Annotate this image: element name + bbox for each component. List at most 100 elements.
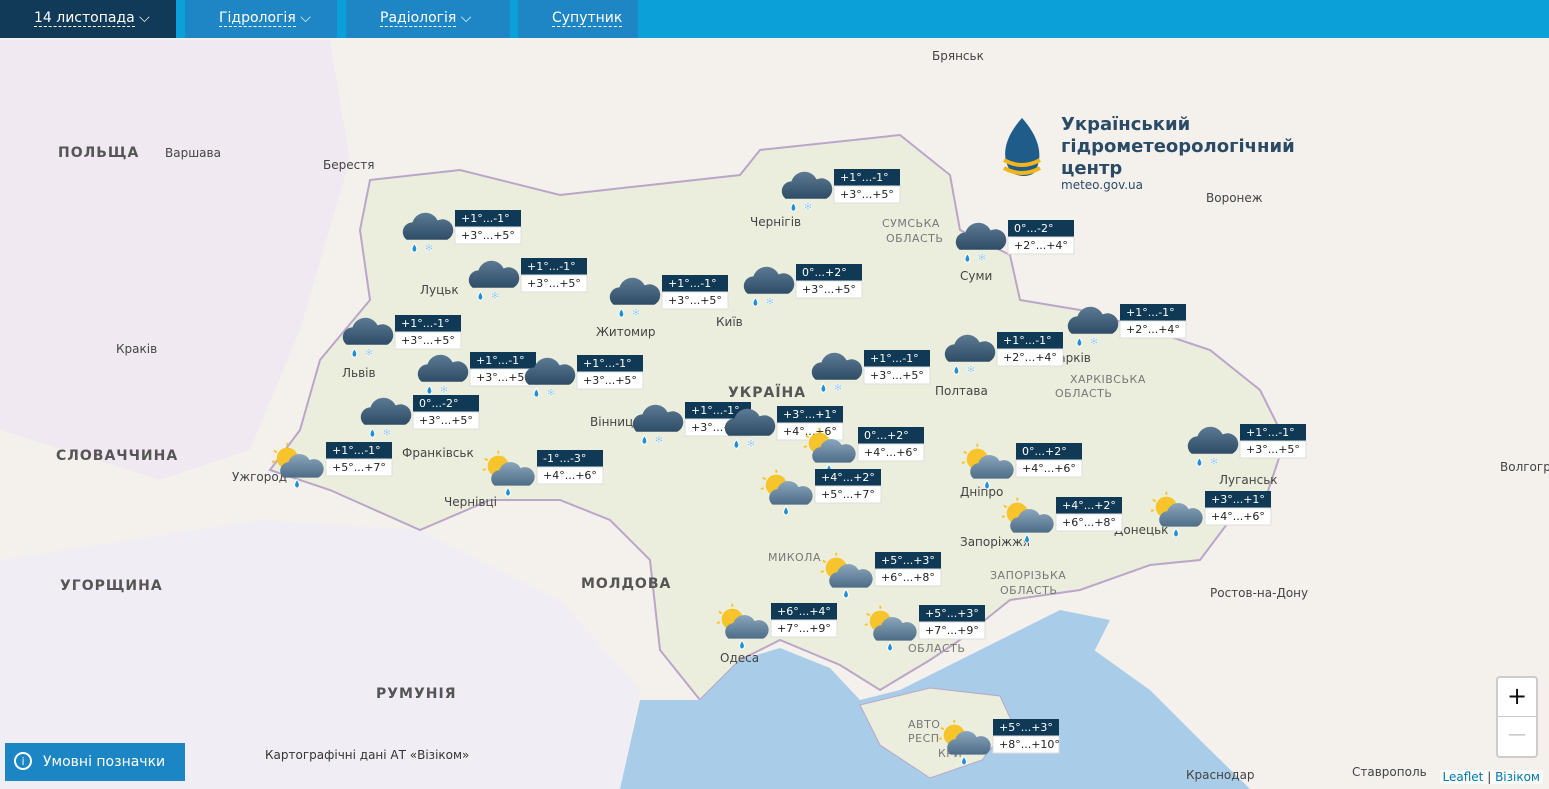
day-box (833, 185, 901, 204)
day-temp: +4°...+6° (783, 425, 837, 438)
day-temp: +3°...+5° (476, 371, 530, 384)
weather-marker: +1°...-1° +3°...+5° (609, 275, 729, 320)
night-box (834, 169, 900, 186)
day-box (325, 458, 393, 477)
night-temp: +1°...-1° (870, 352, 919, 365)
day-temp: +4°...+6° (543, 469, 597, 482)
place-label: Житомир (596, 325, 656, 339)
hydrology-menu[interactable]: Гідрологія ⌵ (185, 0, 337, 38)
night-temp: +1°...-1° (840, 171, 889, 184)
night-box (685, 402, 751, 419)
weather-marker: +4°...+2° +6°...+8° (1000, 496, 1123, 545)
day-temp: +3°...+5° (461, 229, 515, 242)
azov-sea (1000, 610, 1110, 668)
weather-marker: -1°...-3° +4°...+6° (481, 449, 604, 498)
weather-marker: 0°...+2° +4°...+6° (802, 426, 925, 475)
night-box (864, 350, 930, 367)
nav-label: Радіологія (380, 10, 457, 27)
weather-marker: +1°...-1° +3°...+5° (402, 210, 522, 255)
day-box (1015, 459, 1083, 478)
day-box (536, 466, 604, 485)
day-temp: +3°...+5° (419, 414, 473, 427)
night-temp: +1°...-1° (476, 354, 525, 367)
day-box (661, 291, 729, 310)
place-label: Берестя (323, 158, 374, 172)
map-credits: Картографічні дані АТ «Візіком» (265, 748, 470, 762)
place-label: ПОЛЬЩА (58, 145, 139, 161)
day-box (795, 280, 863, 299)
place-label: Одеса (720, 651, 759, 665)
night-box (1120, 304, 1186, 321)
night-box (997, 332, 1063, 349)
place-label: СУМСЬКА (882, 217, 940, 230)
place-label: Ужгород (232, 470, 287, 484)
place-label: Львів (342, 366, 376, 380)
zoom-in[interactable]: + (1506, 682, 1528, 710)
place-label: Луганськ (1219, 473, 1278, 487)
day-box (863, 366, 931, 385)
night-temp: 0°...+2° (1022, 445, 1067, 458)
night-temp: 0°...+2° (802, 266, 847, 279)
day-box (394, 331, 462, 350)
night-temp: +4°...+2° (821, 471, 875, 484)
night-box (1008, 220, 1074, 237)
leaflet-link[interactable]: Leaflet (1442, 770, 1484, 784)
logo-text: гідрометеорологічний (1061, 136, 1295, 157)
day-temp: +3°...+5° (840, 188, 894, 201)
night-box (326, 442, 392, 459)
logo-text: Український (1061, 114, 1190, 135)
night-temp: +1°...-1° (401, 317, 450, 330)
day-temp: +2°...+4° (1014, 239, 1068, 252)
zoom-control: + — (1496, 676, 1538, 758)
weather-marker: +1°...-1° +5°...+7° (270, 441, 393, 490)
night-temp: +1°...-1° (527, 260, 576, 273)
place-label: Дніпро (960, 485, 1003, 499)
logo-url: meteo.gov.ua (1061, 178, 1143, 192)
date-menu[interactable]: 14 листопада ⌵ (0, 0, 176, 38)
night-temp: +5°...+3° (925, 607, 979, 620)
place-label: ОБЛАСТЬ (1000, 584, 1057, 597)
day-temp: +7°...+9° (925, 624, 979, 637)
nav-label: Супутник (552, 10, 623, 27)
place-label: Франківськ (402, 446, 474, 460)
legend-button[interactable]: i Умовні позначки (5, 743, 185, 781)
vizicom-link[interactable]: Візіком (1495, 770, 1540, 784)
day-temp: +3°...+5° (583, 374, 637, 387)
night-box (777, 406, 843, 423)
day-box (996, 348, 1064, 367)
day-box (770, 619, 838, 638)
day-temp: +7°...+9° (777, 622, 831, 635)
night-box (1205, 491, 1271, 508)
weather-marker: +3°...+1° +4°...+6° (724, 406, 844, 451)
place-label: Донецьк (1114, 523, 1168, 537)
night-temp: -1°...-3° (543, 452, 586, 465)
night-temp: +1°...-1° (332, 444, 381, 457)
logo-text: центр (1061, 158, 1122, 179)
place-label: Краснодар (1186, 768, 1255, 782)
separator: | (1487, 770, 1492, 784)
weather-marker: +4°...+2° +5°...+7° (759, 468, 882, 517)
day-temp: +2°...+4° (1003, 351, 1057, 364)
logo: Український гідрометеорологічний центр m… (1003, 114, 1295, 192)
day-temp: +2°...+4° (1126, 323, 1180, 336)
weather-marker: +1°...-1° +3°...+5° (417, 352, 537, 397)
satellite-menu[interactable]: Супутник (518, 0, 638, 38)
night-box (771, 603, 837, 620)
day-box (857, 443, 925, 462)
zoom-out[interactable]: — (1498, 716, 1536, 755)
place-label: Ставрополь (1352, 765, 1427, 779)
place-label: Вінниця (590, 415, 640, 429)
night-temp: +1°...-1° (583, 357, 632, 370)
place-label: Полтава (935, 384, 988, 398)
weather-marker: +1°...-1° +2°...+4° (1067, 304, 1187, 349)
place-label: ЗАПОРІЗЬКА (990, 569, 1066, 582)
place-label: Суми (960, 269, 992, 283)
day-temp: +3°...+5° (527, 277, 581, 290)
day-temp: +6°...+8° (1062, 516, 1116, 529)
place-label: Брянськ (932, 49, 984, 63)
day-box (814, 485, 882, 504)
radiology-menu[interactable]: Радіологія ⌵ (346, 0, 510, 38)
weather-marker: +6°...+4° +7°...+9° (715, 602, 838, 651)
